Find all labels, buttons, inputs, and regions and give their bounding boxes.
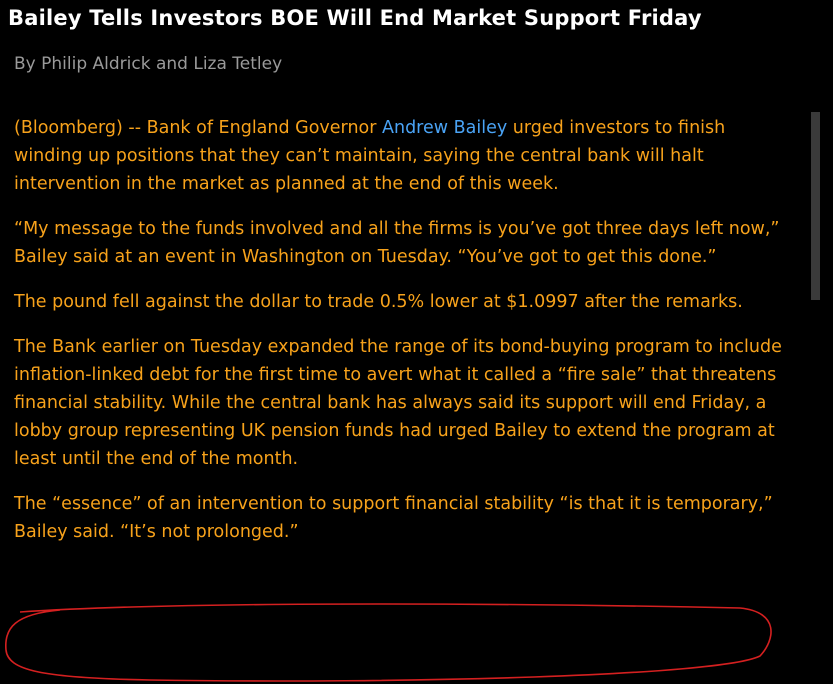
text: The pound fell against the dollar to tra… bbox=[14, 292, 743, 312]
headline: Bailey Tells Investors BOE Will End Mark… bbox=[8, 6, 702, 30]
person-link[interactable]: Andrew Bailey bbox=[382, 118, 508, 138]
article-body: (Bloomberg) -- Bank of England Governor … bbox=[14, 114, 799, 563]
text: The Bank earlier on Tuesday expanded the… bbox=[14, 337, 782, 469]
text: The “essence” of an intervention to supp… bbox=[14, 494, 773, 542]
red-circle bbox=[5, 603, 772, 682]
text: (Bloomberg) -- Bank of England Governor bbox=[14, 118, 382, 138]
paragraph: The “essence” of an intervention to supp… bbox=[14, 490, 799, 546]
byline: By Philip Aldrick and Liza Tetley bbox=[14, 54, 283, 74]
scrollbar[interactable] bbox=[811, 112, 820, 300]
paragraph: “My message to the funds involved and al… bbox=[14, 215, 799, 271]
paragraph: The Bank earlier on Tuesday expanded the… bbox=[14, 333, 799, 473]
paragraph: The pound fell against the dollar to tra… bbox=[14, 288, 799, 316]
text: “My message to the funds involved and al… bbox=[14, 219, 780, 267]
paragraph: (Bloomberg) -- Bank of England Governor … bbox=[14, 114, 799, 198]
text: urged investors to finish winding up pos… bbox=[14, 118, 726, 194]
